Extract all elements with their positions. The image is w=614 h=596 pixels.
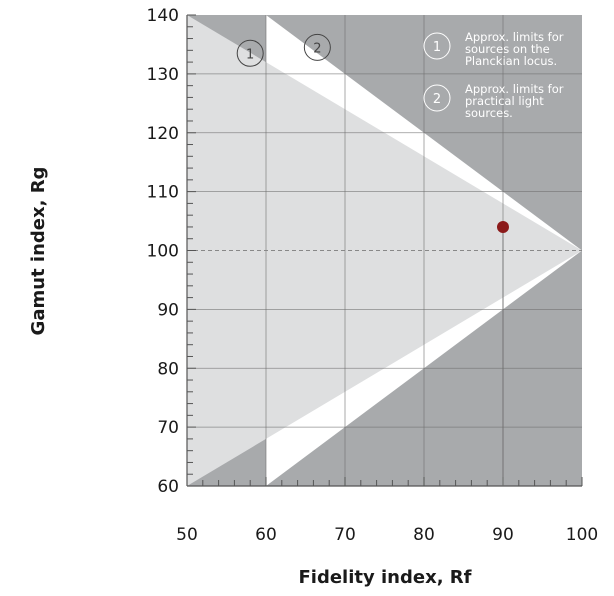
note-1-line: sources on the (465, 42, 550, 56)
note-1-marker: 1 (433, 40, 441, 55)
region-marker-1-circle (236, 39, 264, 67)
note-1-line: Approx. limits for (465, 30, 564, 44)
y-tick-label-90: 90 (157, 300, 179, 320)
y-tick-label-80: 80 (157, 359, 179, 379)
data-points (497, 220, 509, 486)
data-point-0 (497, 220, 509, 233)
axes (186, 14, 583, 487)
x-tick-label-60: 60 (255, 525, 277, 545)
note-2-line: sources. (465, 106, 513, 120)
note-2-line: Approx. limits for (465, 82, 564, 96)
x-tick-label-90: 90 (492, 525, 514, 545)
x-axis-title: Fidelity index, Rf (299, 567, 472, 588)
y-tick-label-110: 110 (147, 183, 179, 203)
note-2-circle (423, 84, 451, 112)
y-axis-title: Gamut index, Rg (28, 167, 49, 336)
y-tick-label-100: 100 (147, 242, 179, 262)
x-tick-label-100: 100 (566, 525, 598, 545)
x-tick-label-70: 70 (334, 525, 356, 545)
note-1-circle (423, 32, 451, 60)
y-tick-label-120: 120 (147, 124, 179, 144)
note-1-line: Planckian locus. (465, 54, 557, 68)
y-tick-label-130: 130 (147, 65, 179, 85)
x-tick-label-80: 80 (413, 525, 435, 545)
y-tick-labels: 60 70 80 90 100 110 120 130 140 (147, 6, 179, 497)
x-tick-label-50: 50 (176, 525, 198, 545)
x-tick-labels: 50 60 70 80 90 100 (176, 525, 598, 545)
region-marker-1-label: 1 (246, 47, 254, 62)
y-tick-label-60: 60 (157, 477, 179, 497)
region-marker-2-label: 2 (313, 41, 321, 56)
note-2-line: practical light (465, 94, 544, 108)
region-marker-2-circle (303, 33, 331, 61)
y-tick-label-70: 70 (157, 418, 179, 438)
note-2-marker: 2 (433, 92, 441, 107)
y-tick-label-140: 140 (147, 6, 179, 26)
